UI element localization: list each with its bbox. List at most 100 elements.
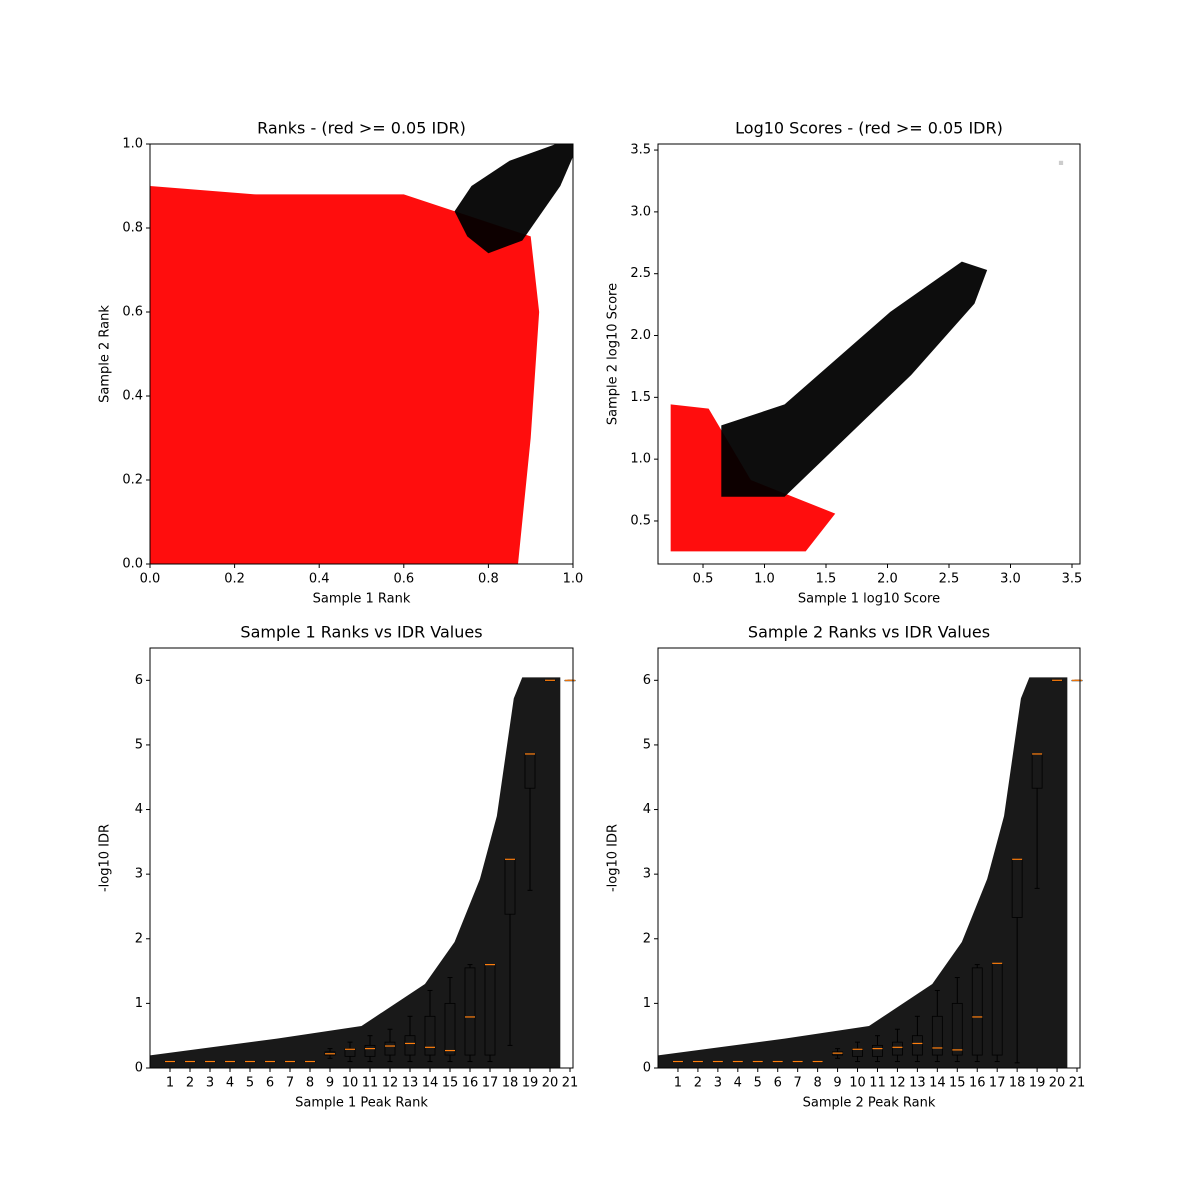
point-cloud [721, 261, 988, 497]
x-tick-label: 4 [226, 1076, 234, 1091]
point-cloud [658, 677, 1068, 1068]
x-tick-label: 5 [246, 1076, 254, 1091]
y-tick-label: 1.5 [630, 390, 651, 405]
x-tick-label: 12 [889, 1076, 906, 1091]
box [872, 1044, 883, 1057]
subplot: Sample 2 Ranks vs IDR Values Sample 2 Pea… [606, 623, 1086, 1111]
y-tick-label: 0.8 [122, 221, 143, 236]
x-tick-label: 2.5 [939, 572, 960, 587]
y-axis-label: Sample 2 log10 Score [606, 283, 621, 425]
x-tick-label: 10 [849, 1076, 866, 1091]
x-tick-label: 16 [969, 1076, 986, 1091]
y-tick-label: 0.2 [122, 473, 143, 488]
x-axis-label: Sample 1 Peak Rank [295, 1096, 428, 1111]
x-tick-label: 1.0 [754, 572, 775, 587]
y-tick-label: 4 [643, 802, 651, 817]
x-tick-label: 19 [1029, 1076, 1046, 1091]
x-tick-label: 16 [462, 1076, 479, 1091]
x-tick-label: 0.0 [140, 572, 161, 587]
y-tick-label: 2 [643, 931, 651, 946]
x-tick-label: 15 [442, 1076, 459, 1091]
x-tick-label: 1 [166, 1076, 174, 1091]
x-tick-label: 14 [929, 1076, 946, 1091]
box [931, 1015, 943, 1056]
x-tick-label: 18 [1009, 1076, 1026, 1091]
y-axis-label: -log10 IDR [98, 824, 113, 892]
x-tick-label: 17 [482, 1076, 499, 1091]
point-cloud [150, 677, 561, 1068]
y-tick-label: 0 [643, 1061, 651, 1076]
y-tick-label: 3 [643, 867, 651, 882]
y-tick-label: 2 [135, 931, 143, 946]
x-axis-label: Sample 1 log10 Score [798, 592, 940, 607]
x-tick-label: 12 [382, 1076, 399, 1091]
x-tick-label: 21 [1069, 1076, 1086, 1091]
x-tick-label: 2.0 [877, 572, 898, 587]
y-tick-label: 6 [135, 673, 143, 688]
x-tick-label: 0.6 [393, 572, 414, 587]
y-tick-label: 2.5 [630, 266, 651, 281]
box [364, 1044, 376, 1057]
axes-frame [657, 143, 1081, 565]
y-tick-label: 1 [643, 996, 651, 1011]
x-tick-label: 19 [522, 1076, 539, 1091]
x-tick-label: 7 [794, 1076, 802, 1091]
point-cloud [1058, 160, 1064, 165]
x-tick-label: 9 [833, 1076, 841, 1091]
box [852, 1048, 863, 1057]
point-cloud [454, 144, 573, 254]
subplot: Log10 Scores - (red >= 0.05 IDR) Sample 1… [606, 119, 1083, 607]
x-tick-label: 0.5 [693, 572, 714, 587]
y-tick-label: 1.0 [122, 137, 143, 152]
y-tick-label: 0.6 [122, 305, 143, 320]
chart-title: Sample 1 Ranks vs IDR Values [240, 623, 482, 642]
axes-frame [657, 647, 1081, 1069]
x-tick-label: 18 [502, 1076, 519, 1091]
x-tick-label: 1.0 [563, 572, 584, 587]
box [951, 1002, 963, 1056]
box [424, 1015, 436, 1056]
x-tick-label: 2 [186, 1076, 194, 1091]
box [892, 1041, 903, 1056]
y-tick-label: 5 [135, 737, 143, 752]
y-tick-label: 1 [135, 996, 143, 1011]
x-tick-label: 4 [734, 1076, 742, 1091]
point-cloud [150, 186, 540, 564]
box [384, 1041, 396, 1056]
x-tick-label: 3.5 [1062, 572, 1083, 587]
box [971, 967, 983, 1056]
box [444, 1002, 456, 1056]
x-axis-label: Sample 2 Peak Rank [803, 1096, 936, 1111]
y-axis-label: Sample 2 Rank [98, 305, 113, 403]
x-tick-label: 3 [714, 1076, 722, 1091]
x-tick-label: 3 [206, 1076, 214, 1091]
x-tick-label: 17 [989, 1076, 1006, 1091]
x-tick-label: 1.5 [816, 572, 837, 587]
y-tick-label: 0.0 [122, 557, 143, 572]
chart-title: Log10 Scores - (red >= 0.05 IDR) [735, 119, 1003, 138]
x-tick-label: 6 [266, 1076, 274, 1091]
x-tick-label: 8 [306, 1076, 314, 1091]
chart-title: Sample 2 Ranks vs IDR Values [748, 623, 990, 642]
x-tick-label: 20 [542, 1076, 559, 1091]
y-tick-label: 3.0 [630, 204, 651, 219]
x-tick-label: 6 [774, 1076, 782, 1091]
y-axis-label: -log10 IDR [606, 824, 621, 892]
x-tick-label: 3.0 [1000, 572, 1021, 587]
x-tick-label: 9 [326, 1076, 334, 1091]
x-axis-label: Sample 1 Rank [313, 592, 411, 607]
axes-frame [149, 143, 574, 565]
x-tick-label: 21 [562, 1076, 579, 1091]
subplot: Sample 1 Ranks vs IDR Values Sample 1 Pea… [98, 623, 579, 1111]
y-tick-label: 0.4 [122, 389, 143, 404]
subplot: Ranks - (red >= 0.05 IDR) Sample 1 Rank Sa… [98, 119, 584, 607]
x-tick-label: 0.8 [478, 572, 499, 587]
x-tick-label: 15 [949, 1076, 966, 1091]
y-tick-label: 5 [643, 737, 651, 752]
x-tick-label: 2 [694, 1076, 702, 1091]
x-tick-label: 13 [909, 1076, 926, 1091]
point-cloud [670, 404, 836, 552]
y-tick-label: 2.0 [630, 328, 651, 343]
x-tick-label: 8 [813, 1076, 821, 1091]
